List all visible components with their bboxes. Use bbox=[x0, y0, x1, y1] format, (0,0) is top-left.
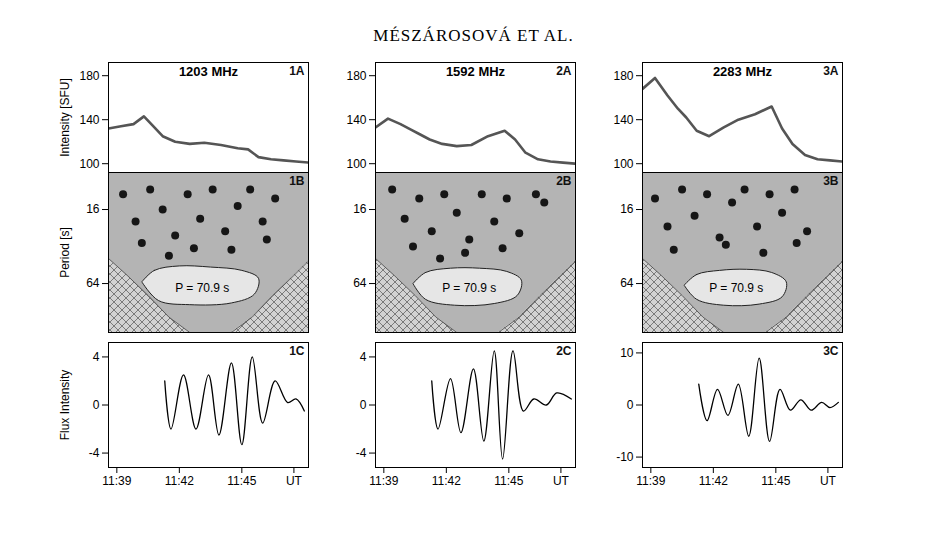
svg-text:11:39: 11:39 bbox=[102, 474, 131, 488]
svg-text:11:39: 11:39 bbox=[636, 474, 665, 488]
svg-text:11:45: 11:45 bbox=[227, 474, 256, 488]
svg-text:P = 70.9 s: P = 70.9 s bbox=[709, 281, 763, 295]
svg-text:2B: 2B bbox=[556, 174, 572, 188]
svg-text:-4: -4 bbox=[356, 446, 367, 460]
svg-text:4: 4 bbox=[93, 350, 100, 364]
svg-text:16: 16 bbox=[620, 202, 634, 216]
svg-text:180: 180 bbox=[346, 69, 366, 83]
svg-text:4: 4 bbox=[360, 350, 367, 364]
svg-text:0: 0 bbox=[627, 398, 634, 412]
svg-text:3C: 3C bbox=[823, 344, 839, 358]
svg-text:P = 70.9 s: P = 70.9 s bbox=[175, 281, 229, 295]
svg-text:16: 16 bbox=[86, 202, 100, 216]
svg-text:2A: 2A bbox=[556, 64, 572, 78]
svg-text:Intensity [SFU]: Intensity [SFU] bbox=[58, 78, 72, 157]
svg-text:3A: 3A bbox=[823, 64, 839, 78]
svg-text:1A: 1A bbox=[289, 64, 305, 78]
svg-text:140: 140 bbox=[79, 113, 99, 127]
svg-text:11:39: 11:39 bbox=[369, 474, 398, 488]
svg-text:1592 MHz: 1592 MHz bbox=[446, 64, 506, 79]
svg-text:100: 100 bbox=[79, 157, 99, 171]
svg-text:P = 70.9 s: P = 70.9 s bbox=[442, 281, 496, 295]
svg-text:11:45: 11:45 bbox=[494, 474, 523, 488]
svg-text:64: 64 bbox=[86, 276, 100, 290]
svg-text:140: 140 bbox=[613, 113, 633, 127]
svg-text:11:42: 11:42 bbox=[165, 474, 194, 488]
svg-text:2283 MHz: 2283 MHz bbox=[713, 64, 773, 79]
svg-text:10: 10 bbox=[620, 346, 634, 360]
svg-text:100: 100 bbox=[613, 157, 633, 171]
svg-text:Period [s]: Period [s] bbox=[58, 227, 72, 278]
svg-text:UT: UT bbox=[820, 474, 837, 488]
svg-text:11:45: 11:45 bbox=[761, 474, 790, 488]
svg-text:0: 0 bbox=[360, 398, 367, 412]
svg-text:1203 MHz: 1203 MHz bbox=[179, 64, 239, 79]
svg-text:64: 64 bbox=[353, 276, 367, 290]
svg-text:UT: UT bbox=[553, 474, 570, 488]
svg-text:16: 16 bbox=[353, 202, 367, 216]
svg-text:11:42: 11:42 bbox=[699, 474, 728, 488]
svg-text:140: 140 bbox=[346, 113, 366, 127]
svg-text:-4: -4 bbox=[89, 446, 100, 460]
svg-text:3B: 3B bbox=[823, 174, 839, 188]
svg-text:Flux Intensity: Flux Intensity bbox=[58, 370, 72, 441]
svg-text:UT: UT bbox=[286, 474, 303, 488]
svg-text:180: 180 bbox=[613, 69, 633, 83]
svg-text:11:42: 11:42 bbox=[432, 474, 461, 488]
svg-text:64: 64 bbox=[620, 276, 634, 290]
svg-text:2C: 2C bbox=[556, 344, 572, 358]
svg-text:180: 180 bbox=[79, 69, 99, 83]
svg-text:100: 100 bbox=[346, 157, 366, 171]
svg-text:1B: 1B bbox=[289, 174, 305, 188]
html-text:MÉSZÁROSOVÁ ET AL.: MÉSZÁROSOVÁ ET AL. bbox=[373, 26, 574, 45]
svg-text:0: 0 bbox=[93, 398, 100, 412]
svg-text:-10: -10 bbox=[616, 450, 634, 464]
svg-text:1C: 1C bbox=[289, 344, 305, 358]
